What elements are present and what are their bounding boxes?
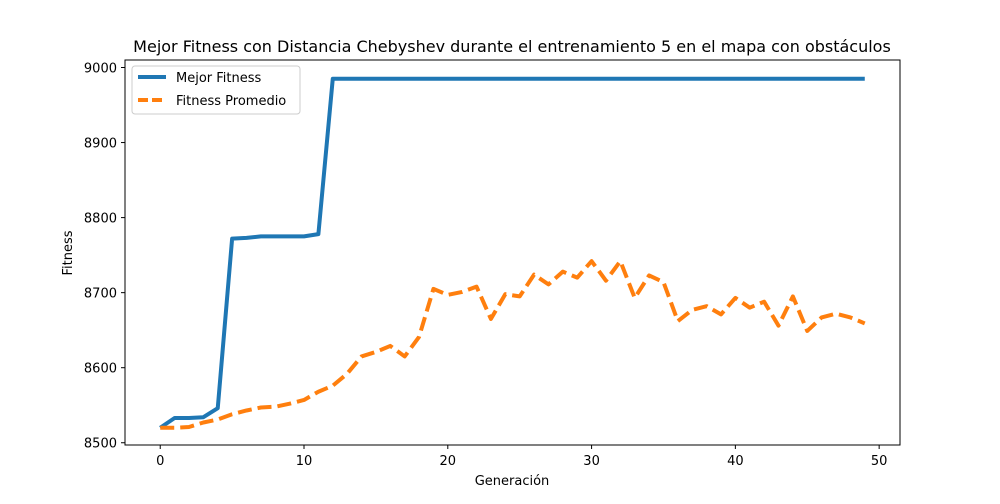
y-tick-label: 8700 (84, 287, 117, 302)
chart-title: Mejor Fitness con Distancia Chebyshev du… (133, 37, 891, 56)
y-tick-label: 8900 (84, 137, 117, 152)
y-tick-label: 8600 (84, 362, 117, 377)
x-tick-label: 30 (583, 454, 600, 469)
y-axis-label: Fitness (61, 230, 76, 275)
y-tick-label: 8500 (84, 437, 117, 452)
x-tick-label: 50 (871, 454, 888, 469)
series-line-mejor-fitness (159, 76, 865, 430)
x-tick-label: 10 (296, 454, 313, 469)
legend-box (131, 65, 301, 115)
y-tick-label: 8800 (84, 212, 117, 227)
legend: Mejor Fitness Fitness Promedio (131, 65, 301, 115)
x-axis-label: Generación (475, 474, 550, 489)
x-tick-label: 0 (156, 454, 164, 469)
y-axis: 8500 8600 8700 8800 8900 9000 (84, 62, 125, 452)
x-tick-label: 20 (440, 454, 457, 469)
legend-label-fitness-promedio: Fitness Promedio (176, 94, 286, 109)
x-tick-label: 40 (727, 454, 744, 469)
x-axis: 0 10 20 30 40 50 (156, 445, 887, 469)
plot-frame (124, 59, 901, 446)
series-line-fitness-promedio (160, 259, 866, 430)
y-tick-label: 9000 (84, 62, 117, 77)
legend-label-mejor-fitness: Mejor Fitness (176, 71, 262, 86)
plot-series (159, 76, 866, 430)
